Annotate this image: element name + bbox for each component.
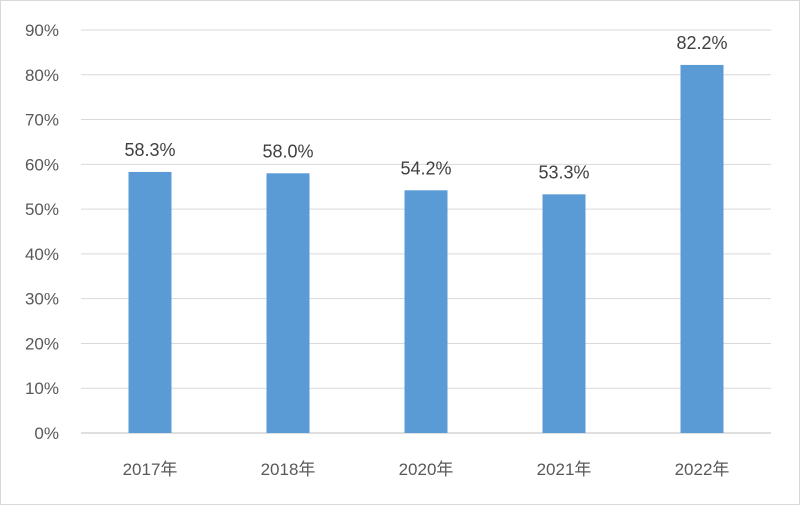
bar — [680, 64, 724, 433]
y-tick-label: 30% — [25, 290, 59, 309]
y-axis-ticks: 0% 10% 20% 30% 40% 50% 60% 70% 80% 90% — [25, 21, 59, 443]
x-tick-label: 2018年 — [261, 460, 316, 479]
y-tick-label: 60% — [25, 155, 59, 174]
data-label: 82.2% — [676, 33, 727, 53]
y-tick-label: 40% — [25, 245, 59, 264]
data-labels: 58.3% 58.0% 54.2% 53.3% 82.2% — [124, 33, 727, 182]
bar — [404, 190, 448, 433]
bar — [266, 173, 310, 434]
bar — [542, 194, 586, 433]
data-label: 58.0% — [262, 141, 313, 161]
y-tick-label: 20% — [25, 334, 59, 353]
data-label: 54.2% — [400, 158, 451, 178]
data-label: 58.3% — [124, 140, 175, 160]
y-tick-label: 90% — [25, 21, 59, 40]
data-label: 53.3% — [538, 162, 589, 182]
x-axis-ticks: 2017年 2018年 2020年 2021年 2022年 — [123, 460, 730, 479]
y-tick-label: 0% — [34, 424, 59, 443]
y-tick-label: 80% — [25, 66, 59, 85]
bars — [128, 64, 724, 434]
x-tick-label: 2021年 — [537, 460, 592, 479]
x-tick-label: 2020年 — [399, 460, 454, 479]
x-tick-label: 2017年 — [123, 460, 178, 479]
y-tick-label: 70% — [25, 111, 59, 130]
x-tick-label: 2022年 — [675, 460, 730, 479]
y-tick-label: 50% — [25, 200, 59, 219]
bar — [128, 171, 172, 433]
y-tick-label: 10% — [25, 379, 59, 398]
